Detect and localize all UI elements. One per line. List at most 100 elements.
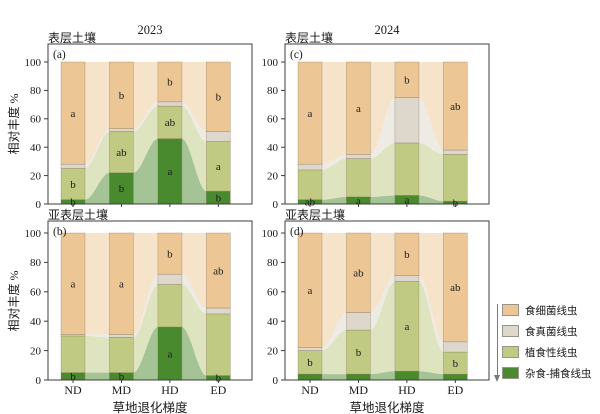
bar-segment — [60, 163, 86, 169]
y-tick-label: 100 — [262, 228, 279, 240]
bar-segment — [157, 138, 183, 205]
sig-label: a — [71, 108, 76, 120]
stream-band — [322, 233, 347, 348]
x-tick-label: HD — [398, 383, 416, 397]
legend-item-fungivore: 食真菌线虫 — [502, 324, 578, 338]
bar-segment — [206, 307, 231, 315]
bar-segment — [60, 232, 86, 335]
y-tick-label: 20 — [267, 170, 279, 182]
bar-segment — [206, 61, 231, 132]
stream-band — [85, 128, 110, 169]
sig-label: a — [308, 108, 313, 120]
bar-segment — [109, 334, 134, 338]
herbivore-swatch-icon — [502, 346, 519, 358]
bar-segment — [157, 61, 183, 103]
legend-item-label: 食细菌线虫 — [525, 305, 578, 317]
panel-border — [47, 43, 253, 205]
stream-band — [181, 101, 207, 142]
stream-band — [85, 335, 110, 373]
bar-segment — [297, 373, 323, 381]
x-tick-label: ED — [210, 383, 226, 397]
sig-label: b — [167, 77, 173, 89]
stream-band — [133, 101, 158, 132]
sig-label: a — [167, 166, 172, 178]
y-tick-label: 100 — [25, 228, 42, 240]
bar-segment — [297, 232, 323, 348]
soil-layer-label-d: 亚表层土壤 — [285, 208, 346, 222]
stream-band — [133, 274, 158, 338]
stream-band — [418, 97, 444, 155]
bar-segment — [346, 158, 371, 198]
legend-item-herbivore: 植食性线虫 — [502, 345, 578, 359]
sig-label: b — [70, 179, 76, 191]
x-tick-label: MD — [349, 383, 369, 397]
bar-segment — [297, 347, 323, 351]
bar-segment — [109, 337, 134, 373]
stream-band — [181, 62, 207, 132]
stream-band — [370, 371, 395, 380]
y-tick-label: 20 — [30, 345, 42, 357]
stream-band — [418, 275, 444, 353]
stream-band — [370, 62, 395, 155]
sig-label: b — [453, 197, 459, 209]
bar-segment — [157, 232, 183, 275]
stream-band — [133, 327, 158, 380]
bar-segment — [442, 373, 468, 381]
sig-label: a — [356, 103, 361, 115]
bar-segment — [346, 61, 371, 155]
sig-label: b — [356, 347, 362, 359]
y-tick-label: 100 — [262, 57, 279, 69]
panel-letter: (c) — [290, 49, 303, 61]
sig-label: b — [404, 75, 410, 87]
sig-label: b — [70, 371, 76, 383]
bar-segment — [109, 61, 134, 129]
stream-band — [85, 233, 110, 335]
stream-band — [133, 138, 158, 204]
y-tick-label: 80 — [267, 257, 279, 269]
bar-segment — [157, 284, 183, 328]
stream-band — [322, 330, 347, 375]
y-tick-label: 40 — [267, 316, 279, 328]
y-tick-label: 0 — [36, 375, 42, 387]
fungivore-swatch-icon — [502, 325, 519, 337]
x-axis-label-right: 草地退化梯度 — [349, 401, 425, 414]
stream-band — [370, 142, 395, 197]
stream-band — [181, 106, 207, 192]
stream-band — [181, 284, 207, 376]
y-tick-label: 60 — [267, 287, 279, 299]
bar-segment — [157, 105, 183, 140]
legend-item-omnivore-predator: 杂食-捕食线虫 — [502, 366, 592, 380]
bar-segment — [157, 101, 183, 107]
stream-band — [85, 334, 110, 338]
bacterivore-swatch-icon — [502, 304, 519, 316]
omnivore-predator-swatch-icon — [502, 367, 519, 379]
y-tick-label: 80 — [30, 257, 42, 269]
bar-segment — [394, 275, 420, 282]
x-tick-label: HD — [161, 383, 179, 397]
sig-label: ab — [305, 197, 316, 209]
y-tick-label: 0 — [36, 199, 42, 211]
bar-segment — [394, 232, 420, 276]
bar-segment — [109, 232, 134, 335]
bar-segment — [206, 232, 231, 309]
x-tick-label: ND — [301, 383, 319, 397]
stream-band — [181, 327, 207, 380]
sig-label: b — [119, 183, 125, 195]
bar-segment — [346, 154, 371, 159]
stream-band — [370, 97, 395, 159]
bar-segment — [109, 131, 134, 174]
y-tick-label: 40 — [30, 316, 42, 328]
bar-segment — [297, 61, 323, 165]
sig-label: b — [119, 371, 125, 383]
y-tick-label: 80 — [267, 85, 279, 97]
bar-segment — [109, 128, 134, 132]
year-title-2023: 2023 — [137, 23, 163, 37]
year-title-2024: 2024 — [374, 23, 400, 37]
bar-segment — [442, 149, 468, 155]
bar-segment — [346, 329, 371, 375]
bar-segment — [394, 142, 420, 196]
